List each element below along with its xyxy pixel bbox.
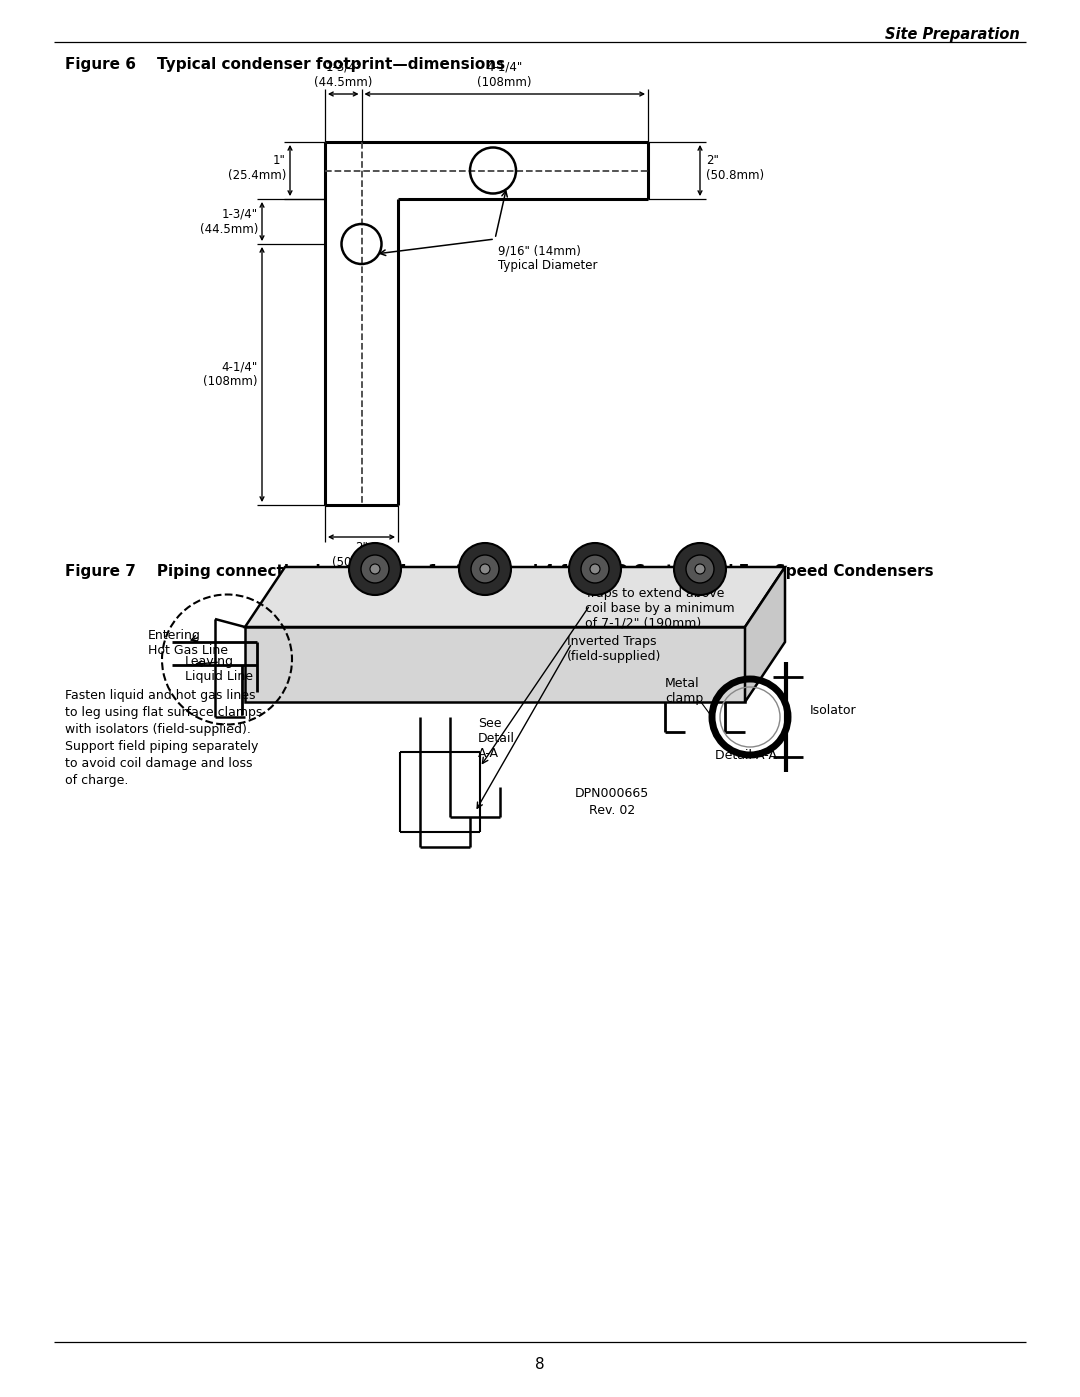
Circle shape [590,564,600,574]
Polygon shape [745,567,785,703]
Circle shape [480,564,490,574]
Circle shape [696,564,705,574]
Text: 2"
(50.8mm): 2" (50.8mm) [333,541,391,569]
Text: 9/16" (14mm)
Typical Diameter: 9/16" (14mm) Typical Diameter [498,244,597,272]
Polygon shape [245,567,785,627]
Text: 8: 8 [536,1356,544,1372]
Text: Site Preparation: Site Preparation [886,27,1020,42]
Text: Leaving
Liquid Line: Leaving Liquid Line [185,655,253,683]
Text: Entering
Hot Gas Line: Entering Hot Gas Line [148,629,228,657]
Circle shape [349,543,401,595]
Text: Isolator: Isolator [810,704,856,717]
Text: Detail A-A: Detail A-A [715,749,777,761]
Text: 4-1/4"
(108mm): 4-1/4" (108mm) [203,360,258,388]
Text: Traps to extend above
coil base by a minimum
of 7-1/2" (190mm): Traps to extend above coil base by a min… [585,587,734,630]
Circle shape [459,543,511,595]
Circle shape [370,564,380,574]
Polygon shape [245,627,745,703]
Circle shape [471,555,499,583]
Text: 2"
(50.8mm): 2" (50.8mm) [706,155,765,183]
Circle shape [686,555,714,583]
Text: Inverted Traps
(field-supplied): Inverted Traps (field-supplied) [567,636,661,664]
Text: 1-3/4"
(44.5mm): 1-3/4" (44.5mm) [314,61,373,89]
Text: 1-3/4"
(44.5mm): 1-3/4" (44.5mm) [200,208,258,236]
Circle shape [674,543,726,595]
Text: Metal
clamp: Metal clamp [665,678,703,705]
Text: 4-1/4"
(108mm): 4-1/4" (108mm) [477,61,532,89]
Text: Figure 6    Typical condenser footprint—dimensions: Figure 6 Typical condenser footprint—dim… [65,57,505,73]
Text: DPN000665
Rev. 02: DPN000665 Rev. 02 [575,787,649,817]
Circle shape [581,555,609,583]
Circle shape [361,555,389,583]
Text: Fasten liquid and hot gas lines
to leg using flat surface clamps
with isolators : Fasten liquid and hot gas lines to leg u… [65,689,262,787]
Circle shape [569,543,621,595]
Text: 1"
(25.4mm): 1" (25.4mm) [228,155,286,183]
Text: Figure 7    Piping connection locations for 1-, 2-, 3- and 4-fan VFD Control and: Figure 7 Piping connection locations for… [65,564,933,578]
Text: See
Detail
A-A: See Detail A-A [478,717,515,760]
